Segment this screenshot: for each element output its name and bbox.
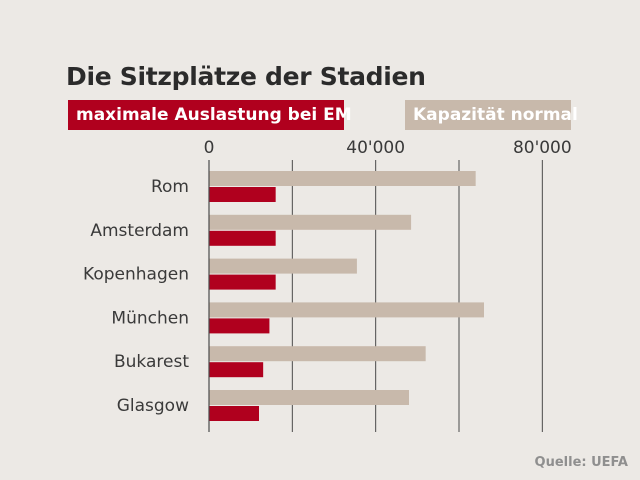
x-tick-label: 0 [204, 138, 215, 158]
bar-capacity-normal [209, 346, 426, 362]
bar-max-capacity [209, 274, 276, 290]
legend-max-capacity: maximale Auslastung bei EM [68, 100, 352, 130]
category-label: Glasgow [117, 396, 189, 416]
category-label: Kopenhagen [83, 265, 189, 285]
bar-capacity-normal [209, 171, 476, 186]
bar-capacity-normal [209, 214, 412, 230]
bar-max-capacity [209, 187, 276, 202]
bar-max-capacity [209, 406, 259, 421]
bar-max-capacity [209, 362, 264, 378]
bar-capacity-normal [209, 302, 484, 318]
legend-normal-capacity: Kapazität normal [405, 100, 578, 130]
bar-max-capacity [209, 230, 276, 246]
category-label: Bukarest [114, 352, 189, 372]
x-tick-label: 80'000 [513, 138, 572, 158]
category-label: München [111, 308, 189, 328]
bar-capacity-normal [209, 258, 357, 274]
category-label: Rom [151, 177, 189, 197]
category-label: Amsterdam [90, 221, 189, 241]
x-tick-label: 40'000 [346, 138, 405, 158]
source-note: Quelle: UEFA [534, 455, 628, 470]
bar-max-capacity [209, 318, 270, 334]
bar-capacity-normal [209, 390, 409, 405]
chart-title: Die Sitzplätze der Stadien [66, 62, 426, 91]
